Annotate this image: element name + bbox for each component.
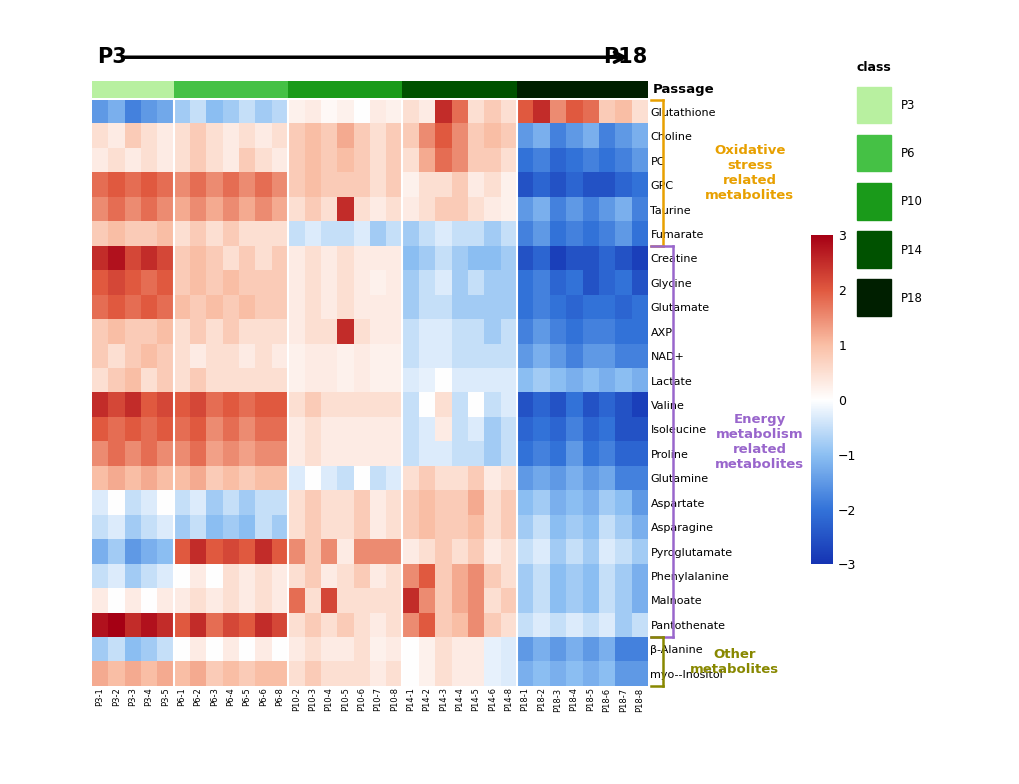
- Bar: [856, 280, 891, 316]
- Text: Passage: Passage: [652, 83, 713, 96]
- Bar: [856, 183, 891, 220]
- Text: Other
metabolites: Other metabolites: [689, 648, 779, 676]
- Text: P3: P3: [900, 99, 914, 112]
- Text: P3: P3: [97, 47, 127, 67]
- Bar: [517, 81, 647, 98]
- Text: Oxidative
stress
related
metabolites: Oxidative stress related metabolites: [704, 144, 794, 201]
- Bar: [287, 81, 403, 98]
- Bar: [403, 81, 517, 98]
- Bar: [856, 135, 891, 172]
- Bar: [856, 87, 891, 123]
- Bar: [92, 81, 173, 98]
- Text: P18: P18: [603, 47, 647, 67]
- Text: P18: P18: [900, 292, 922, 305]
- Text: Energy
metabolism
related
metabolites: Energy metabolism related metabolites: [714, 412, 804, 470]
- Text: P10: P10: [900, 195, 922, 209]
- Bar: [173, 81, 287, 98]
- Bar: [856, 231, 891, 268]
- Text: P6: P6: [900, 147, 914, 160]
- Text: P14: P14: [900, 244, 922, 256]
- Text: class: class: [856, 60, 891, 74]
